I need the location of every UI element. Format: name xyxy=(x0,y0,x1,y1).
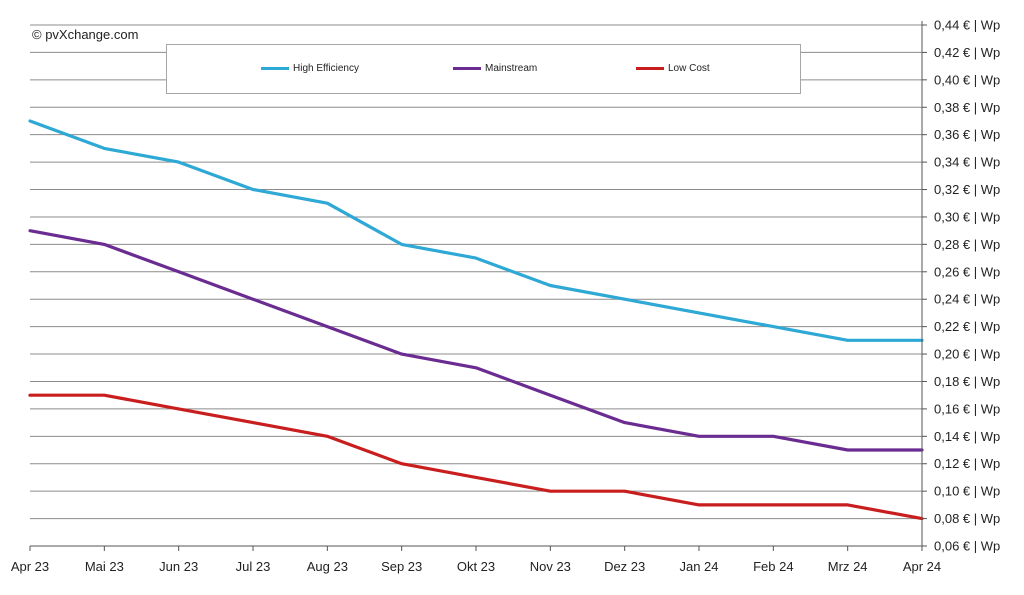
grid-lines xyxy=(30,24,927,547)
y-tick-label: 0,36 € | Wp xyxy=(934,127,1000,142)
x-tick-labels: Apr 23 Mai 23 Jun 23 Jul 23 Aug 23 Sep 23 Okt … xyxy=(11,559,941,574)
x-tick-label: Sep 23 xyxy=(381,559,422,574)
x-tick-label: Apr 23 xyxy=(11,559,49,574)
x-tick-label: Feb 24 xyxy=(753,559,793,574)
y-tick-labels: 0,06 € | Wp 0,08 € | Wp 0,10 € | Wp 0,12 € … xyxy=(934,18,1000,554)
y-tick-label: 0,12 € | Wp xyxy=(934,456,1000,471)
y-tick-label: 0,32 € | Wp xyxy=(934,182,1000,197)
y-tick-label: 0,44 € | Wp xyxy=(934,18,1000,33)
y-tick-label: 0,18 € | Wp xyxy=(934,374,1000,389)
y-tick-label: 0,14 € | Wp xyxy=(934,429,1000,444)
y-tick-label: 0,22 € | Wp xyxy=(934,319,1000,334)
y-tick-label: 0,24 € | Wp xyxy=(934,292,1000,307)
y-tick-label: 0,38 € | Wp xyxy=(934,100,1000,115)
x-tick-label: Mrz 24 xyxy=(828,559,868,574)
legend-swatch xyxy=(636,67,664,70)
series-lines xyxy=(28,119,924,521)
series-line-low-cost xyxy=(28,393,924,521)
x-tick-label: Okt 23 xyxy=(457,559,495,574)
legend-label: High Efficiency xyxy=(293,63,359,74)
y-tick-label: 0,20 € | Wp xyxy=(934,347,1000,362)
legend-swatch xyxy=(453,67,481,70)
y-tick-label: 0,26 € | Wp xyxy=(934,264,1000,279)
x-tick-label: Apr 24 xyxy=(903,559,941,574)
y-tick-label: 0,42 € | Wp xyxy=(934,45,1000,60)
y-tick-label: 0,40 € | Wp xyxy=(934,72,1000,87)
legend: High Efficiency Mainstream Low Cost xyxy=(166,44,801,94)
legend-item-mainstream: Mainstream xyxy=(453,63,537,74)
legend-item-low-cost: Low Cost xyxy=(636,63,710,74)
legend-swatch xyxy=(261,67,289,70)
x-tick-label: Mai 23 xyxy=(85,559,124,574)
y-tick-label: 0,30 € | Wp xyxy=(934,209,1000,224)
x-tick-label: Nov 23 xyxy=(530,559,571,574)
x-tick-label: Jan 24 xyxy=(679,559,718,574)
series-line-mainstream xyxy=(28,229,924,452)
series-line-high-efficiency xyxy=(28,119,924,342)
y-tick-label: 0,28 € | Wp xyxy=(934,237,1000,252)
x-tick-label: Dez 23 xyxy=(604,559,645,574)
x-tick-label: Aug 23 xyxy=(307,559,348,574)
y-tick-label: 0,34 € | Wp xyxy=(934,155,1000,170)
x-tick-label: Jun 23 xyxy=(159,559,198,574)
x-tick-label: Jul 23 xyxy=(236,559,271,574)
legend-label: Mainstream xyxy=(485,63,538,74)
y-tick-label: 0,16 € | Wp xyxy=(934,401,1000,416)
legend-label: Low Cost xyxy=(668,63,710,74)
copyright-text: © pvXchange.com xyxy=(32,27,139,42)
legend-item-high-efficiency: High Efficiency xyxy=(261,63,359,74)
y-tick-label: 0,10 € | Wp xyxy=(934,484,1000,499)
y-tick-label: 0,08 € | Wp xyxy=(934,511,1000,526)
axes xyxy=(29,21,923,551)
y-tick-label: 0,06 € | Wp xyxy=(934,539,1000,554)
